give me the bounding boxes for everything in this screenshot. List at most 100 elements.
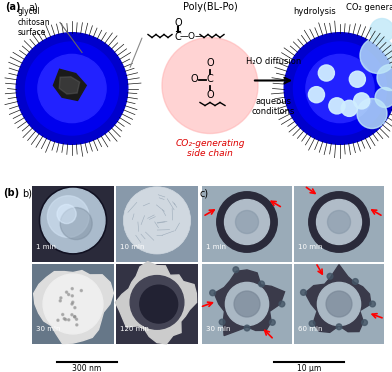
Circle shape — [349, 71, 365, 87]
Circle shape — [60, 208, 92, 240]
Text: (b): (b) — [3, 188, 19, 198]
Text: 60 min: 60 min — [298, 326, 323, 332]
Circle shape — [74, 307, 76, 309]
Text: 300 nm: 300 nm — [72, 364, 101, 372]
Bar — [116, 264, 198, 344]
Circle shape — [68, 319, 70, 321]
Text: C: C — [207, 74, 213, 84]
Text: O: O — [174, 17, 182, 28]
Circle shape — [25, 42, 118, 135]
Text: b): b) — [22, 188, 32, 198]
Circle shape — [162, 38, 258, 134]
Circle shape — [74, 316, 76, 318]
Circle shape — [75, 318, 78, 320]
Circle shape — [309, 321, 315, 327]
Polygon shape — [115, 262, 196, 344]
Bar — [32, 182, 114, 262]
Circle shape — [43, 274, 103, 334]
Circle shape — [72, 301, 74, 303]
Bar — [294, 264, 384, 344]
Circle shape — [336, 324, 342, 330]
Text: CO₂ generation: CO₂ generation — [346, 3, 392, 12]
Circle shape — [301, 289, 306, 295]
Bar — [202, 182, 292, 262]
Text: CO₂-generating
side chain: CO₂-generating side chain — [175, 139, 245, 158]
Polygon shape — [59, 77, 80, 94]
Text: c): c) — [200, 188, 209, 198]
Circle shape — [279, 301, 285, 307]
Polygon shape — [53, 69, 86, 100]
Bar — [294, 182, 384, 262]
Circle shape — [16, 33, 128, 144]
Bar — [116, 182, 198, 262]
Circle shape — [71, 295, 73, 297]
Text: O: O — [206, 90, 214, 99]
Circle shape — [76, 324, 78, 326]
Circle shape — [225, 199, 269, 244]
Circle shape — [294, 42, 387, 135]
Circle shape — [130, 276, 184, 329]
Circle shape — [67, 294, 70, 296]
Circle shape — [47, 196, 89, 237]
Circle shape — [360, 38, 392, 74]
Polygon shape — [305, 264, 371, 332]
Circle shape — [71, 288, 73, 290]
Text: O: O — [206, 58, 214, 68]
Text: 10 min: 10 min — [120, 244, 145, 250]
Text: (a): (a) — [5, 3, 20, 13]
Circle shape — [341, 100, 358, 116]
Text: 30 min: 30 min — [36, 326, 60, 332]
Text: C: C — [174, 32, 181, 42]
Circle shape — [140, 285, 178, 323]
Circle shape — [234, 291, 260, 317]
Circle shape — [318, 65, 334, 81]
Circle shape — [236, 211, 258, 234]
Circle shape — [309, 87, 325, 103]
Circle shape — [244, 325, 250, 331]
Circle shape — [57, 319, 59, 321]
Circle shape — [65, 318, 67, 321]
Circle shape — [370, 19, 392, 42]
Text: 10 min: 10 min — [298, 244, 323, 250]
Circle shape — [326, 291, 352, 317]
Text: —O—: —O— — [180, 32, 205, 41]
Bar — [32, 264, 114, 344]
Circle shape — [59, 300, 61, 302]
Circle shape — [40, 187, 107, 254]
Polygon shape — [214, 270, 285, 336]
Circle shape — [269, 320, 275, 325]
Circle shape — [38, 54, 106, 123]
Circle shape — [309, 192, 369, 252]
Circle shape — [71, 314, 73, 316]
Circle shape — [327, 273, 333, 279]
Circle shape — [306, 54, 374, 123]
Circle shape — [284, 33, 392, 144]
Circle shape — [210, 290, 216, 296]
Text: H₂O diffusion: H₂O diffusion — [246, 58, 301, 67]
Text: a): a) — [28, 3, 38, 13]
Text: aqueous
conditions: aqueous conditions — [252, 96, 295, 116]
Circle shape — [225, 282, 269, 326]
Text: 10 μm: 10 μm — [297, 364, 321, 372]
Circle shape — [259, 281, 265, 287]
Circle shape — [352, 279, 358, 284]
Circle shape — [354, 93, 370, 109]
Circle shape — [316, 199, 361, 244]
Circle shape — [62, 314, 64, 315]
Circle shape — [63, 318, 65, 320]
Circle shape — [41, 188, 105, 252]
Circle shape — [80, 289, 82, 292]
Circle shape — [65, 291, 68, 293]
Text: hydrolysis: hydrolysis — [294, 7, 336, 16]
Circle shape — [71, 303, 73, 305]
Circle shape — [370, 301, 376, 307]
Text: Poly(BL-Po): Poly(BL-Po) — [183, 3, 238, 13]
Circle shape — [233, 267, 239, 273]
Circle shape — [357, 99, 387, 128]
Circle shape — [329, 98, 345, 114]
Text: glycol
chitosan
surface: glycol chitosan surface — [18, 7, 51, 37]
Text: 1 min: 1 min — [36, 244, 56, 250]
Circle shape — [375, 87, 392, 108]
Circle shape — [219, 319, 225, 325]
Circle shape — [362, 320, 367, 326]
